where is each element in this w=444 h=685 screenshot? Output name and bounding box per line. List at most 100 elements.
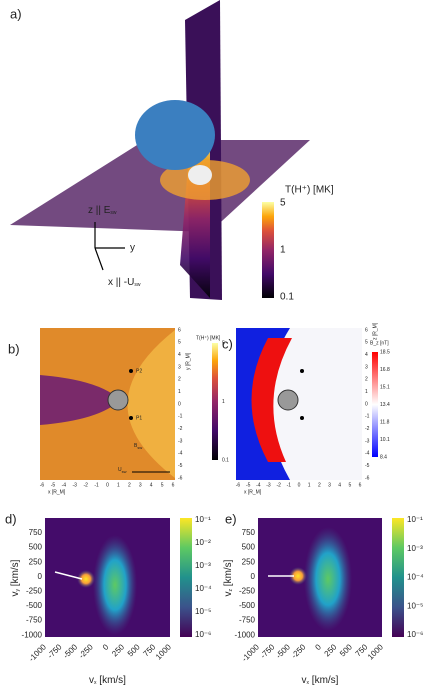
tick-label: 6 <box>365 327 368 333</box>
tick-label: 1 <box>365 389 368 395</box>
tick-label: -500 <box>26 601 43 610</box>
tick-label: 10⁻¹ <box>195 515 211 524</box>
tick-label: 6 <box>359 482 362 488</box>
tick-label: 18.5 <box>380 349 390 355</box>
tick-label: 5 <box>280 198 286 209</box>
tick-label: -1000 <box>27 642 48 663</box>
tick-label: -3 <box>73 482 78 488</box>
axis-label: z || Esw <box>88 205 117 217</box>
tick-label: -2 <box>365 426 370 432</box>
panel-label: a) <box>10 6 22 21</box>
tick-label: 10⁻⁴ <box>407 573 424 582</box>
colorbar <box>212 343 218 460</box>
tick-label: -750 <box>46 642 64 660</box>
point-label: P1 <box>136 415 142 421</box>
text: v <box>89 675 94 685</box>
tick-label: 2 <box>178 377 181 383</box>
tick-label: 0 <box>251 572 256 581</box>
axis-label: vy [km/s] <box>10 559 22 596</box>
tick-label: 2 <box>365 377 368 383</box>
tick-label: -250 <box>77 642 95 660</box>
cloud <box>93 535 137 635</box>
tick-label: 6 <box>172 482 175 488</box>
tick-label: 0 <box>38 572 43 581</box>
tick-label: -1 <box>94 482 99 488</box>
colorbar-title: T(H⁺) [MK] <box>285 185 334 196</box>
tick-label: -3 <box>365 438 370 444</box>
tick-label: -2 <box>178 426 183 432</box>
panel-a-image <box>10 0 310 300</box>
tick-label: 6 <box>178 327 181 333</box>
tick-label: 3 <box>139 482 142 488</box>
tick-label: 10⁻³ <box>407 544 423 553</box>
tick-label: -1 <box>287 482 292 488</box>
colorbar-title: B_z [nT] <box>370 340 389 346</box>
tick-label: 5 <box>222 340 225 346</box>
tick-label: 3 <box>328 482 331 488</box>
tick-label: 1 <box>280 245 286 256</box>
colorbar <box>372 352 378 457</box>
label: Bsw <box>134 443 142 450</box>
tick-label: -3 <box>266 482 271 488</box>
tick-label: -5 <box>178 463 183 469</box>
panel-label: e) <box>225 511 237 526</box>
shock <box>127 330 175 478</box>
tick-label: 0 <box>101 642 111 652</box>
tick-label: 500 <box>338 642 354 658</box>
tick-label: 4 <box>365 352 368 358</box>
text: v <box>10 591 21 596</box>
axis-label: x || -Usw <box>108 277 141 289</box>
tick-label: 5 <box>178 340 181 346</box>
panel-label: b) <box>8 341 20 356</box>
tick-label: 0.1 <box>222 457 229 463</box>
axis-label: y [R_M] <box>185 352 191 370</box>
axis-label: x [R_M] <box>244 489 262 495</box>
text: v <box>302 675 307 685</box>
unit: [km/s] <box>10 559 21 589</box>
axis-label: vx [km/s] <box>302 675 339 685</box>
tick-label: -250 <box>239 587 256 596</box>
tick-label: -5 <box>365 463 370 469</box>
tick-label: -5 <box>246 482 251 488</box>
tick-label: 10⁻¹ <box>407 515 423 524</box>
tick-label: 750 <box>29 528 43 537</box>
point-label: P2 <box>136 368 142 374</box>
tick-label: 10⁻⁵ <box>195 607 211 616</box>
tick-label: -2 <box>83 482 88 488</box>
unit: [km/s] <box>97 675 127 685</box>
tick-label: 4 <box>178 352 181 358</box>
colorbar <box>180 518 192 637</box>
tick-label: -6 <box>365 475 370 481</box>
tick-label: -500 <box>239 601 256 610</box>
tick-label: 5 <box>161 482 164 488</box>
triad <box>94 222 125 271</box>
tick-label: 1 <box>308 482 311 488</box>
tick-label: -1000 <box>235 630 256 639</box>
tick-label: 1 <box>117 482 120 488</box>
tick-label: 0 <box>313 642 323 652</box>
tick-label: -6 <box>178 475 183 481</box>
colorbar <box>262 202 274 298</box>
tick-label: 500 <box>242 543 256 552</box>
tick-label: 1 <box>178 389 181 395</box>
tick-label: 0 <box>178 401 181 407</box>
tick-label: 3 <box>365 364 368 370</box>
tick-label: 1000 <box>366 642 385 661</box>
sub: x <box>307 680 310 685</box>
tick-label: -2 <box>276 482 281 488</box>
panel-label: d) <box>5 511 17 526</box>
tick-label: 250 <box>110 642 126 658</box>
sub: z <box>228 588 234 591</box>
tick-label: 10⁻³ <box>195 561 211 570</box>
tick-label: -4 <box>365 451 370 457</box>
cloud <box>304 527 352 631</box>
tick-label: -250 <box>290 642 308 660</box>
tick-label: 0 <box>298 482 301 488</box>
axis-label: x [R_M] <box>48 489 66 495</box>
axis-label: z [R_M] <box>372 322 378 340</box>
tick-label: -250 <box>26 587 43 596</box>
tick-label: 1 <box>222 399 225 405</box>
tick-label: -750 <box>239 616 256 625</box>
tick-label: -750 <box>259 642 277 660</box>
